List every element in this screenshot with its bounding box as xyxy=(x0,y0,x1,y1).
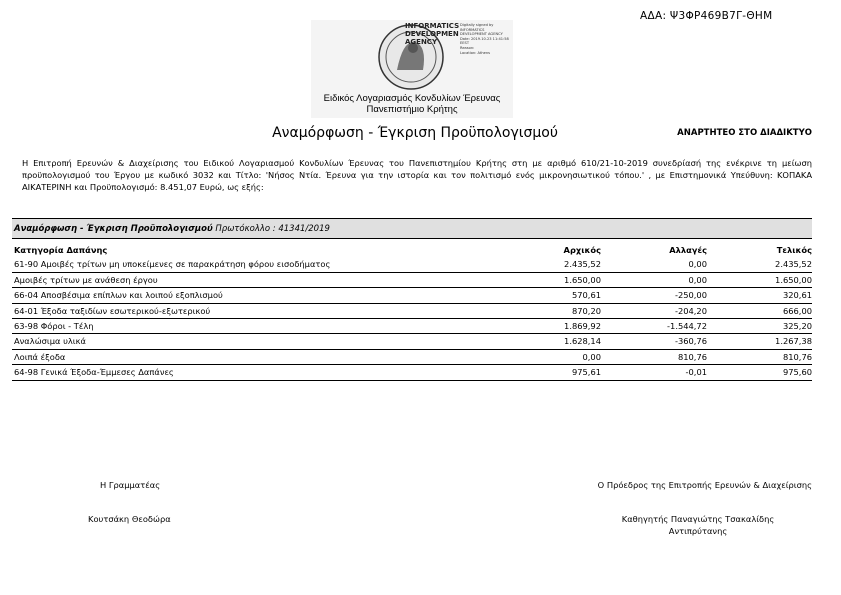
stamp-line: INFORMATICS xyxy=(405,22,460,30)
table-row: 61-90 Αμοιβές τρίτων μη υποκείμενες σε π… xyxy=(12,257,812,273)
left-role: Η Γραμματέας xyxy=(100,480,161,490)
amount: 810,76 xyxy=(677,351,707,362)
table-row: 64-01 Έξοδα ταξιδίων εσωτερικού-εξωτερικ… xyxy=(12,304,812,319)
stamp-detail-line: EEST xyxy=(460,41,470,46)
amount: 1.650,00 xyxy=(564,274,601,285)
amount: 666,00 xyxy=(782,305,812,316)
stamp-detail-line: INFORMATICS xyxy=(460,27,485,32)
intro: Η Επιτροπή Ερευνών & Διαχείρισης του Ειδ… xyxy=(22,158,812,192)
category: 64-01 Έξοδα ταξιδίων εσωτερικού-εξωτερικ… xyxy=(14,305,211,316)
posting-note: ΑΝΑΡΤΗΤΕΟ ΣΤΟ ΔΙΑΔΙΚΤΥΟ xyxy=(677,128,812,138)
stamp-line: AGENCY xyxy=(405,38,438,46)
amount: 2.435,52 xyxy=(775,259,812,270)
amount: 570,61 xyxy=(571,290,601,301)
amount: 0,00 xyxy=(688,259,707,270)
organization-line: Πανεπιστήμιο Κρήτης xyxy=(366,104,458,115)
amount: 975,60 xyxy=(782,367,812,378)
stamp-detail-line: DEVELOPMENT AGENCY xyxy=(460,32,503,37)
category: 61-90 Αμοιβές τρίτων μη υποκείμενες σε π… xyxy=(14,259,331,270)
amount: 325,20 xyxy=(782,320,812,331)
title: Αναμόρφωση - Έγκριση Προϋπολογισμού xyxy=(272,125,558,141)
amount: -360,76 xyxy=(674,336,707,347)
amount: 0,00 xyxy=(582,351,601,362)
emblem xyxy=(378,24,444,90)
table-row: Αναλώσιμα υλικά 1.628,14 -360,76 1.267,38 xyxy=(12,334,812,350)
amount: 2.435,52 xyxy=(564,259,601,270)
table-body: 61-90 Αμοιβές τρίτων μη υποκείμενες σε π… xyxy=(12,257,812,381)
category: Λοιπά έξοδα xyxy=(14,351,66,362)
amount: -0,01 xyxy=(685,367,707,378)
stamp-line: DEVELOPMEN xyxy=(405,30,459,38)
table-row: 64-98 Γενικά Έξοδα-Έμμεσες Δαπάνες 975,61… xyxy=(12,365,812,381)
column-header: Αλλαγές xyxy=(669,245,707,255)
amount: 1.650,00 xyxy=(775,274,812,285)
table-caption: Αναμόρφωση - Έγκριση Προϋπολογισμού Πρωτ… xyxy=(12,219,812,239)
amount: -204,20 xyxy=(674,305,707,316)
column-header: Τελικός xyxy=(776,245,812,255)
right-title: Αντιπρύτανης xyxy=(668,526,728,536)
amount: 975,61 xyxy=(571,367,601,378)
category: 66-04 Αποσβέσιμα επίπλων και λοιπού εξοπ… xyxy=(14,290,223,301)
amount: 870,20 xyxy=(571,305,601,316)
column-header: Κατηγορία Δαπάνης xyxy=(14,245,108,255)
table-row: 63-98 Φόροι - Τέλη 1.869,92 -1.544,72 325,2… xyxy=(12,319,812,335)
amount: 320,61 xyxy=(782,290,812,301)
logo xyxy=(311,20,513,118)
stamp-detail: Digitally signed by INFORMATICS DEVELOPMEN… xyxy=(460,23,509,55)
amount: 1.267,38 xyxy=(775,336,812,347)
amount: -250,00 xyxy=(674,290,707,301)
amount: 1.628,14 xyxy=(564,336,601,347)
caption: Αναμόρφωση - Έγκριση Προϋπολογισμού xyxy=(14,224,213,234)
column-header: Αρχικός xyxy=(563,245,601,255)
stamp-detail-line: Location: Athens xyxy=(460,50,490,55)
organization: Ειδικός Λογαριασμός Κονδυλίων Έρευνας Πα… xyxy=(311,93,513,115)
amount: -1.544,72 xyxy=(667,320,707,331)
amount: 1.869,92 xyxy=(564,320,601,331)
amount: 0,00 xyxy=(688,274,707,285)
right-name: Καθηγητής Παναγιώτης Τσακαλίδης xyxy=(621,514,775,524)
organization-line: Ειδικός Λογαριασμός Κονδυλίων Έρευνας xyxy=(323,93,501,104)
category: Αναλώσιμα υλικά xyxy=(14,336,86,347)
table-row: Αμοιβές τρίτων με ανάθεση έργου 1.650,00 0… xyxy=(12,273,812,289)
amount: 810,76 xyxy=(782,351,812,362)
stamp-detail-line: Digitally signed by xyxy=(460,23,494,27)
stamp-detail-line: Date: 2019.10.23 11:41:58 xyxy=(460,36,509,41)
category: 64-98 Γενικά Έξοδα-Έμμεσες Δαπάνες xyxy=(14,367,174,378)
stamp-detail-line: Reason: xyxy=(460,45,475,50)
header-row: Κατηγορία Δαπάνης Αρχικός Αλλαγές Τελικό… xyxy=(12,243,812,257)
table-row: 66-04 Αποσβέσιμα επίπλων και λοιπού εξοπ… xyxy=(12,288,812,304)
table-row: Λοιπά έξοδα 0,00 810,76 810,76 xyxy=(12,350,812,366)
category: 63-98 Φόροι - Τέλη xyxy=(14,320,94,331)
protocol: Πρωτόκολλο : 41341/2019 xyxy=(215,224,330,234)
stamp: INFORMATICS DEVELOPMEN AGENCY xyxy=(405,22,459,46)
budget-table: Αναμόρφωση - Έγκριση Προϋπολογισμού Πρωτ… xyxy=(12,218,812,381)
left-name: Κουτσάκη Θεοδώρα xyxy=(88,514,171,524)
category: Αμοιβές τρίτων με ανάθεση έργου xyxy=(14,274,158,285)
ada: ΑΔΑ: Ψ3ΦΡ469Β7Γ-ΘΗΜ xyxy=(640,10,773,22)
right-role: Ο Πρόεδρος της Επιτροπής Ερευνών & Διαχε… xyxy=(597,480,812,490)
